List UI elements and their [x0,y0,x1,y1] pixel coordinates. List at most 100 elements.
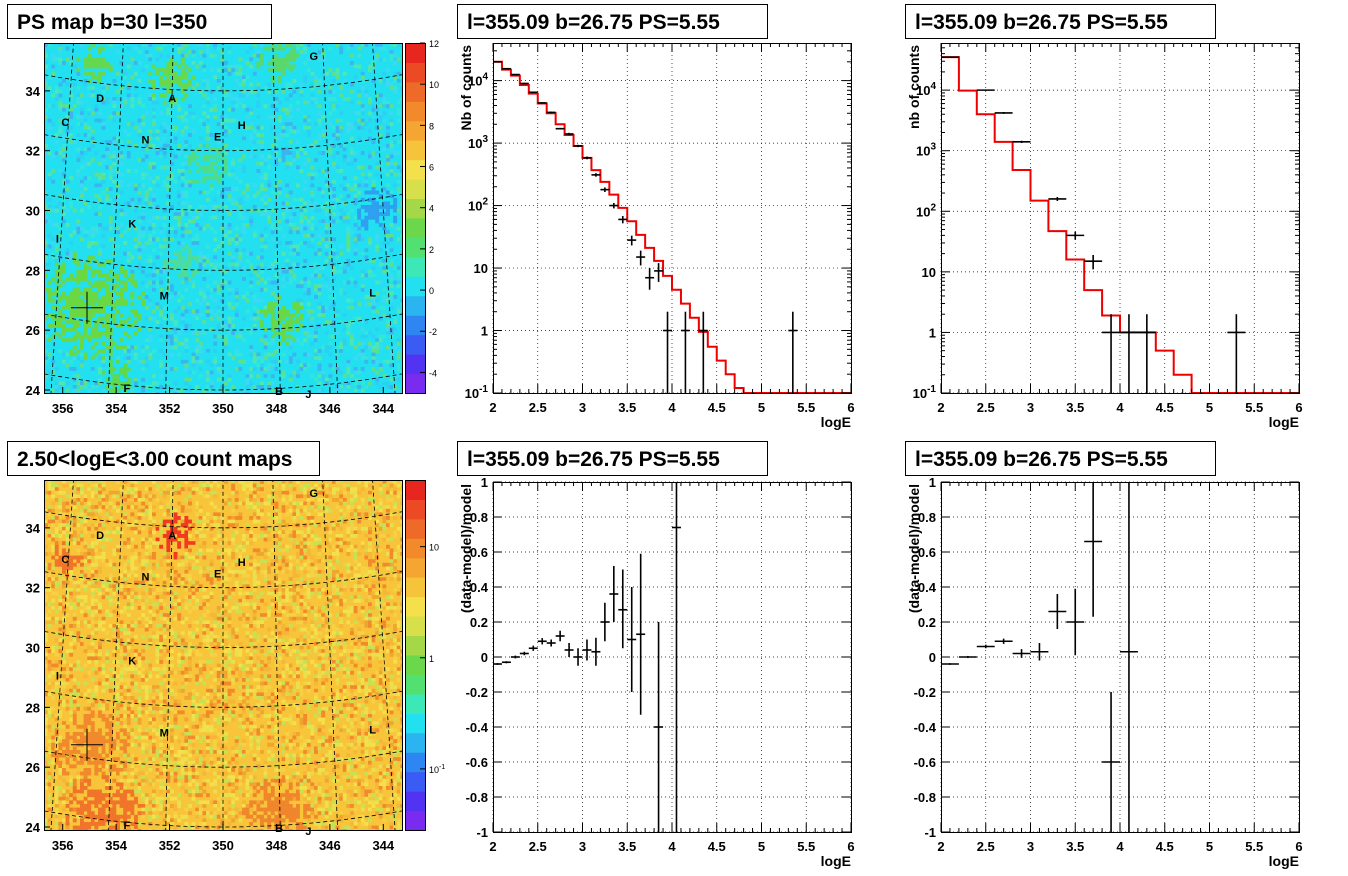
color-bar-label: 8 [429,121,434,131]
tick-label: 3.5 [1066,400,1084,415]
tick-label: 28 [26,263,40,278]
panel-title-box [457,4,768,39]
tick-label: 2.5 [977,400,995,415]
panel-title-box [905,441,1216,476]
source-label: M [160,727,169,739]
meridian-line [372,43,396,393]
tick-label: 0.4 [470,580,489,595]
y-axis-label: nb of counts [906,45,922,129]
parallel-line [44,193,402,211]
color-bar-segment [405,635,425,656]
panel-title: l=355.09 b=26.75 PS=5.55 [467,448,720,471]
tick-label: 1 [481,324,488,339]
x-axis-label: logE [821,853,851,869]
tick-label: -0.8 [466,790,488,805]
tick-label: 1 [929,475,936,490]
tick-label: 32 [26,144,40,159]
parallel-line [44,571,402,589]
tick-label: 4 [1116,839,1124,854]
tick-label: -1 [924,825,936,840]
source-label: H [238,120,246,132]
tick-label: 356 [52,838,74,853]
tick-label: 2.5 [529,839,547,854]
parallel-line [44,511,402,529]
source-label: A [168,93,176,105]
panel-title-box [457,441,768,476]
tick-label: 1 [929,325,936,340]
plot-panel: 2 2.5 3 3.5 4 4.5 5 5.5 6 -1 -0.8 -0.6 -0.4 -0.2 0 0.2 0… [458,475,855,869]
color-bar-segment [405,198,425,219]
tick-label: 4 [668,400,676,415]
color-bar-segment [405,218,425,238]
tick-label: 0 [481,650,488,665]
color-bar: 10 1 10-1 [405,480,445,831]
panel-title: l=355.09 b=26.75 PS=5.55 [467,11,720,34]
color-bar-label: 10 [429,80,439,90]
tick-label: 348 [266,401,288,416]
tick-label: -0.6 [914,755,936,770]
meridian-line [322,43,339,393]
source-label: L [369,287,376,299]
tick-label: 4.5 [1156,839,1174,854]
tick-label: 3 [1027,400,1034,415]
tick-label: 5 [1206,400,1213,415]
color-bar-segment [405,732,425,753]
tick-label: -0.2 [914,685,936,700]
panel-title: PS map b=30 l=350 [17,11,207,34]
color-bar-label: 12 [429,39,439,49]
model-histogram [941,56,1299,393]
map-frame [44,43,403,394]
tick-label: 3.5 [618,839,636,854]
tick-label: 103 [468,134,488,151]
plot-content [941,482,1138,832]
tick-label: 346 [319,401,341,416]
meridian-line [372,480,396,830]
parallel-line [44,313,402,331]
tick-label: 10 [474,261,488,276]
color-bar: -4 -2 0 2 4 6 8 10 12 [405,39,439,394]
color-bar-segment [405,810,425,831]
source-label: J [305,826,311,838]
tick-label: 350 [212,401,234,416]
source-label: N [142,135,150,147]
source-label: B [275,386,283,398]
plot-content [941,56,1299,393]
tick-label: 0.4 [918,580,937,595]
tick-label: 26 [26,323,40,338]
panel-title: l=355.09 b=26.75 PS=5.55 [915,11,1168,34]
source-label: K [128,655,136,667]
tick-label: 5 [758,400,765,415]
source-label: M [160,290,169,302]
meridian-line [107,480,124,830]
color-bar-segment [405,120,425,141]
tick-label: 3 [579,400,586,415]
tick-label: 5.5 [797,839,815,854]
tick-label: 2.5 [529,400,547,415]
tick-label: -1 [476,825,488,840]
x-axis-label: logE [1269,414,1299,430]
source-label: D [96,530,104,542]
source-label: F [123,383,130,395]
panel-title: l=355.09 b=26.75 PS=5.55 [915,448,1168,471]
tick-label: 2 [489,839,496,854]
tick-label: 3 [579,839,586,854]
tick-label: 4.5 [708,839,726,854]
tick-label: 354 [105,401,127,416]
meridian-line [50,480,74,830]
color-bar-segment [405,354,425,375]
source-label: E [214,569,221,581]
meridian-line [107,43,124,393]
meridian-line [322,480,339,830]
plot-panel: 2 2.5 3 3.5 4 4.5 5 5.5 6 -1 -0.8 -0.6 -0.4 -0.2 0 0.2 0… [906,475,1303,869]
plot-content [493,482,681,832]
plot-area [941,43,1299,393]
meridian-line [272,43,281,393]
tick-label: 352 [159,401,181,416]
tick-label: 344 [372,401,394,416]
color-bar-segment [405,616,425,637]
coordinate-grid [44,480,402,830]
color-bar-segment [405,315,425,336]
color-bar-frame [405,43,426,394]
